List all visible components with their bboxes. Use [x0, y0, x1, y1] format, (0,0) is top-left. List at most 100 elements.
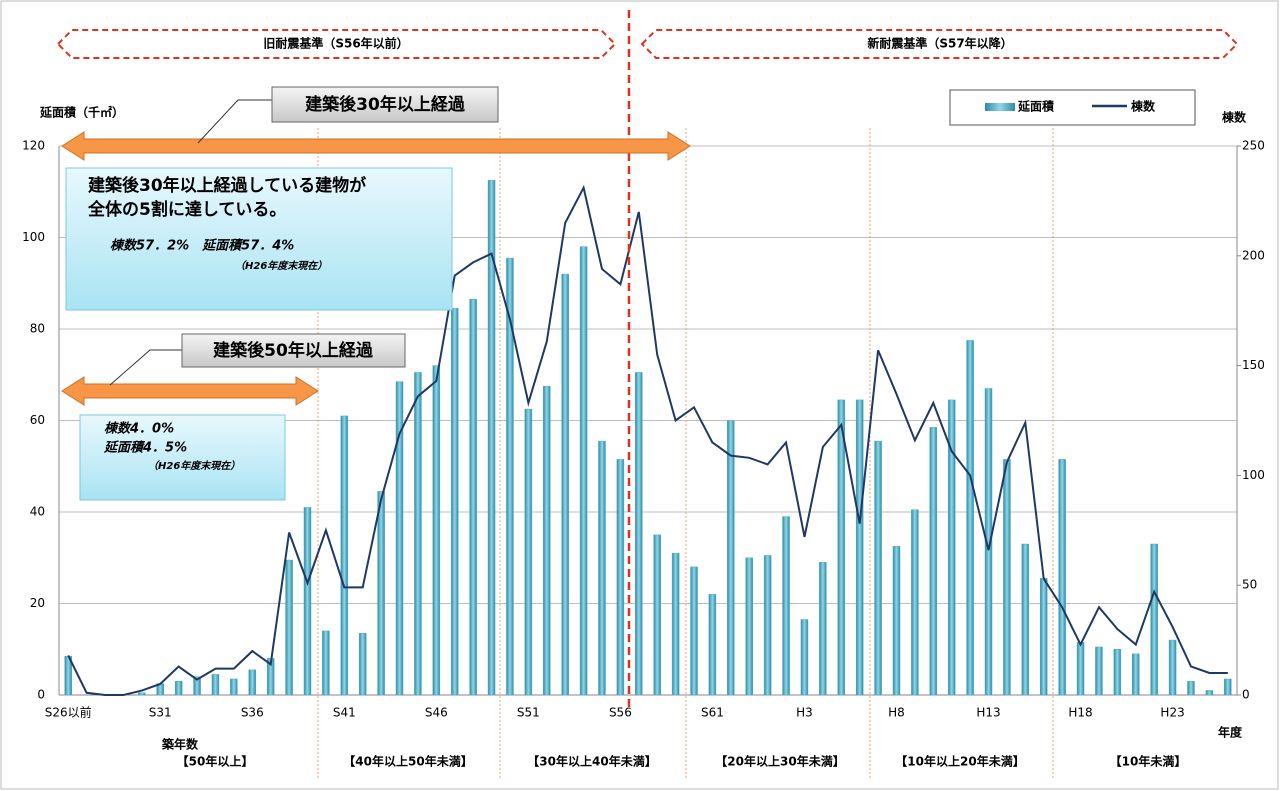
era-label: 新耐震基準（S57年以降） [867, 36, 1012, 51]
y2-tick-label: 100 [1242, 468, 1265, 482]
bar [1039, 578, 1048, 696]
arrow-label: 建築後50年以上経過 [213, 340, 374, 361]
bar [1132, 653, 1140, 696]
bar [727, 420, 735, 696]
span-arrow [61, 131, 691, 161]
bar [708, 594, 717, 696]
age-group: 【50年以上】 [177, 754, 254, 769]
bar [322, 630, 330, 696]
bar [690, 566, 698, 696]
bar [1058, 459, 1066, 696]
connector [197, 99, 272, 144]
x-tick-label: H3 [796, 706, 813, 720]
x-tick-label: H8 [888, 706, 905, 720]
bar [874, 440, 882, 696]
arrow-label: 建築後30年以上経過 [305, 94, 466, 115]
callout-text: 棟数57．2% 延面積57．4% [110, 238, 294, 254]
bar [579, 246, 588, 696]
bar [524, 408, 533, 696]
age-group: 【40年以上50年未満】 [343, 754, 472, 769]
bar [561, 273, 569, 696]
bar [1150, 543, 1158, 696]
x-axis-label: 年度 [1218, 725, 1243, 740]
x-tick-label: S56 [609, 706, 632, 720]
bar [1224, 678, 1232, 696]
age-group: 【30年以上40年未満】 [527, 754, 656, 769]
x-tick-label: S41 [333, 706, 356, 720]
x-tick-label: S51 [517, 706, 540, 720]
x-tick-label: H18 [1068, 706, 1092, 720]
x-tick-label: S31 [149, 706, 172, 720]
callout-text: 建築後30年以上経過している建物が [88, 175, 366, 196]
bar [598, 440, 606, 696]
legend-swatch [985, 103, 1015, 111]
x-tick-label: S46 [425, 706, 448, 720]
plot [64, 180, 1232, 696]
bar [1187, 681, 1195, 696]
era-label: 旧耐震基準（S56年以前） [263, 36, 408, 51]
y2-tick-label: 150 [1242, 358, 1265, 372]
callout-text: 棟数4．0% [104, 421, 174, 437]
y2-axis-label: 棟数 [1222, 110, 1247, 125]
bar [395, 381, 404, 696]
bar [377, 491, 385, 696]
bar [819, 562, 827, 696]
bar [763, 555, 772, 696]
bar [469, 299, 477, 696]
y-tick-label: 80 [30, 322, 45, 336]
bar [800, 619, 809, 696]
bar [929, 427, 938, 696]
x-tick-label: S36 [241, 706, 264, 720]
bar [1205, 690, 1214, 696]
bar [487, 180, 496, 696]
bar [837, 399, 846, 696]
y-tick-label: 100 [22, 230, 45, 244]
legend-label: 棟数 [1131, 99, 1156, 114]
y-tick-label: 20 [30, 596, 45, 610]
callout-text: （H26年度末現在） [235, 260, 327, 272]
x-tick-label: H13 [976, 706, 1000, 720]
age-group: 【10年以上20年未満】 [895, 754, 1024, 769]
connector [109, 349, 182, 386]
bar [340, 415, 349, 696]
bar [855, 399, 864, 696]
bar [506, 257, 514, 696]
line [67, 184, 1228, 696]
bar [432, 365, 441, 696]
bar [303, 507, 312, 696]
bar [966, 340, 974, 696]
y2-tick-label: 200 [1242, 248, 1265, 262]
bar [138, 692, 146, 696]
y-tick-label: 60 [30, 413, 45, 427]
y-tick-label: 120 [22, 139, 45, 153]
bar [671, 552, 680, 696]
y-tick-label: 0 [37, 688, 45, 702]
x-tick-label: H23 [1160, 706, 1184, 720]
callout-box [79, 414, 286, 501]
bar [653, 534, 661, 696]
y2-tick-label: 250 [1242, 139, 1265, 153]
bar [1113, 649, 1122, 696]
y-tick-label: 40 [30, 505, 45, 519]
bar [248, 669, 257, 696]
bar [984, 388, 993, 696]
callout-text: 延面積4．5% [103, 440, 187, 456]
legend-label: 延面積 [1017, 99, 1055, 114]
bar [616, 459, 625, 696]
bar [635, 372, 643, 696]
age-group: 【10年未満】 [1110, 754, 1187, 769]
bar [358, 632, 367, 696]
y2-tick-label: 50 [1242, 578, 1257, 592]
bar [211, 674, 220, 696]
callout-text: 全体の5割に達している。 [87, 199, 286, 220]
era-banner [640, 29, 1239, 59]
era-banner [56, 29, 617, 59]
callout-text: （H26年度末現在） [148, 460, 240, 472]
bar [285, 559, 293, 696]
bar [1095, 646, 1103, 696]
arrow-label-box [181, 333, 406, 368]
span-arrow [61, 376, 319, 406]
bar [745, 557, 753, 696]
